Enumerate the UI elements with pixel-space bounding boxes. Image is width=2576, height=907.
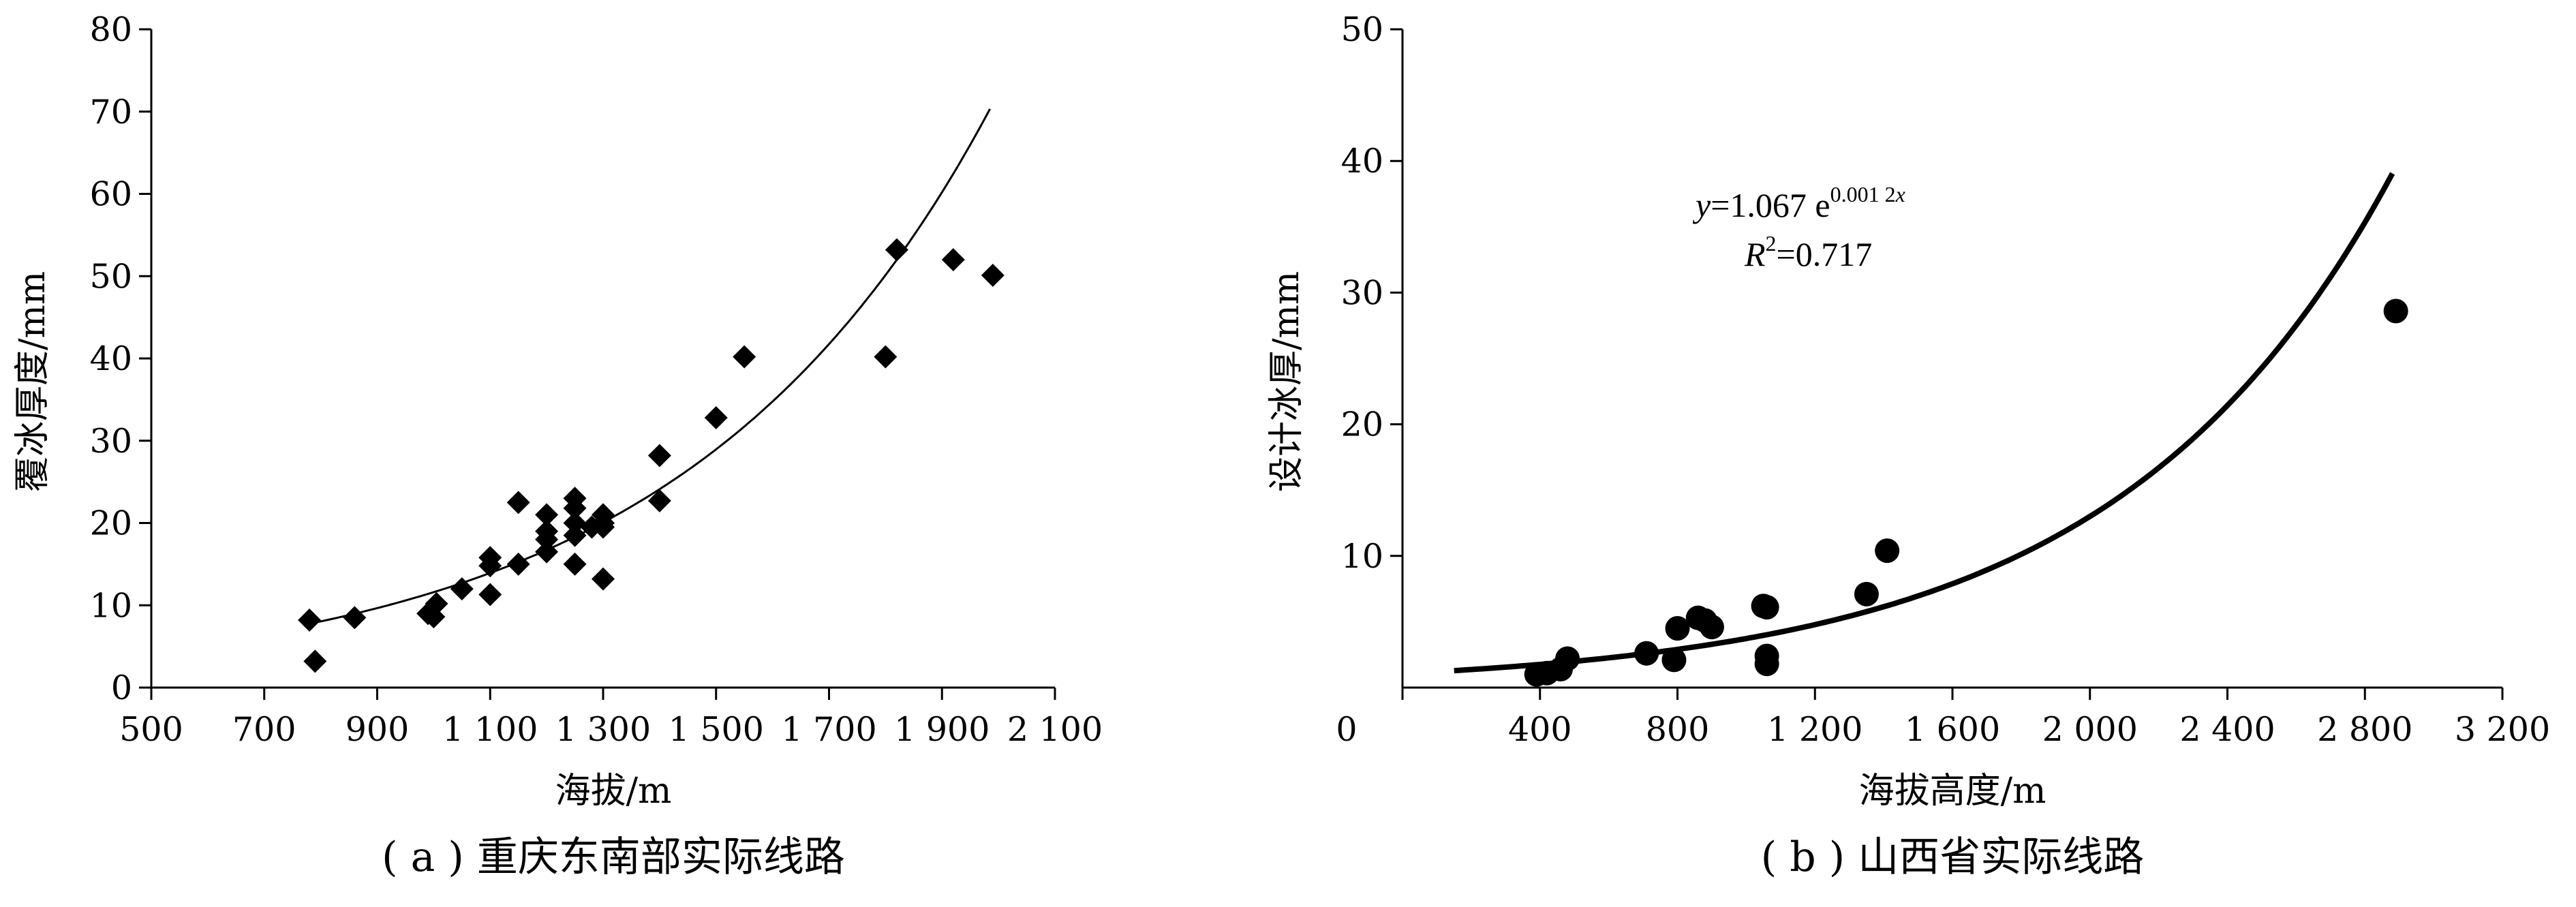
data-point xyxy=(1875,538,1900,564)
y-tick-label: 10 xyxy=(1341,537,1383,576)
fit-r-squared: R2=0.717 xyxy=(1744,231,1872,273)
data-point xyxy=(874,345,898,369)
data-point xyxy=(303,649,327,673)
fit-curve xyxy=(309,108,992,625)
x-tick-label: 900 xyxy=(346,710,410,749)
data-point xyxy=(1661,647,1687,673)
chart-a-points xyxy=(298,238,1005,673)
data-point xyxy=(506,552,530,576)
x-tick-label: 0 xyxy=(1336,710,1357,749)
data-point xyxy=(343,606,367,630)
y-tick-label: 70 xyxy=(90,93,132,132)
x-tick-label: 1 200 xyxy=(1767,710,1862,749)
data-point xyxy=(1854,581,1879,606)
chart-b-fit xyxy=(1454,172,2395,674)
x-tick-label: 2 400 xyxy=(2179,710,2275,749)
data-point xyxy=(1754,595,1779,620)
chart-b-points xyxy=(1524,298,2408,687)
x-tick-label: 2 800 xyxy=(2317,710,2412,749)
y-tick-label: 20 xyxy=(90,504,132,543)
data-point xyxy=(478,583,502,606)
y-tick-label: 10 xyxy=(90,586,132,625)
y-tick-label: 80 xyxy=(90,10,132,49)
data-point xyxy=(478,554,502,578)
data-point xyxy=(563,511,587,535)
fit-curve xyxy=(1454,172,2395,674)
data-point xyxy=(1555,646,1580,671)
x-tick-label: 1 900 xyxy=(894,710,990,749)
data-point xyxy=(535,527,559,551)
data-point xyxy=(704,405,728,429)
x-tick-label: 1 600 xyxy=(1905,710,2000,749)
chart-b-ylabel: 设计冰厚/mm xyxy=(1266,271,1307,492)
x-tick-label: 400 xyxy=(1508,710,1572,749)
x-tick-label: 3 200 xyxy=(2455,710,2550,749)
data-point xyxy=(2383,298,2408,324)
x-tick-label: 2 000 xyxy=(2042,710,2138,749)
data-point xyxy=(563,496,587,520)
data-point xyxy=(941,248,965,272)
data-point xyxy=(592,515,615,539)
chart-a-xlabel: 海拔/m xyxy=(555,771,672,812)
data-point xyxy=(647,444,671,467)
x-tick-label: 500 xyxy=(119,710,183,749)
y-tick-label: 0 xyxy=(111,668,132,707)
data-point xyxy=(535,540,559,564)
chart-b-caption: ( b ) 山西省实际线路 xyxy=(1761,833,2144,881)
chart-b: 0 400 800 1 200 1 600 2 000 2 400 2 800 3 200 10 2… xyxy=(1266,10,2550,881)
fit-equation: y=1.067 e0.001 2x xyxy=(1692,182,1905,224)
y-tick-label: 50 xyxy=(90,257,132,296)
data-point xyxy=(535,503,559,527)
data-point xyxy=(450,577,474,601)
data-point xyxy=(1634,641,1659,666)
y-tick-label: 40 xyxy=(1341,142,1383,181)
chart-b-axes xyxy=(1401,29,2502,689)
data-point xyxy=(506,491,530,514)
chart-a-ylabel: 覆冰厚度/mm xyxy=(12,271,53,492)
data-point xyxy=(592,567,615,591)
data-point xyxy=(733,345,756,369)
data-point xyxy=(981,264,1005,288)
data-point xyxy=(563,523,587,547)
x-tick-label: 2 100 xyxy=(1007,710,1103,749)
data-point xyxy=(563,552,587,576)
y-tick-label: 20 xyxy=(1341,405,1383,444)
y-tick-label: 40 xyxy=(90,339,132,378)
chart-b-ticks: 0 400 800 1 200 1 600 2 000 2 400 2 800 3 200 10 2… xyxy=(1336,10,2550,749)
y-tick-label: 30 xyxy=(1341,273,1383,312)
chart-b-xlabel: 海拔高度/m xyxy=(1859,771,2046,812)
chart-a: 500 700 900 1 100 1 300 1 500 1 700 1 900 2 100 0… xyxy=(12,10,1103,881)
data-point xyxy=(1699,615,1724,640)
y-tick-label: 30 xyxy=(90,422,132,461)
data-point xyxy=(425,591,448,615)
data-point xyxy=(1665,616,1690,641)
data-point xyxy=(1754,651,1779,677)
data-point xyxy=(885,238,908,262)
x-tick-label: 1 300 xyxy=(555,710,651,749)
y-tick-label: 60 xyxy=(90,175,132,214)
chart-a-fit xyxy=(309,108,992,625)
chart-a-caption: ( a ) 重庆东南部实际线路 xyxy=(382,833,845,881)
y-tick-label: 50 xyxy=(1341,10,1383,49)
x-tick-label: 800 xyxy=(1646,710,1710,749)
chart-a-ticks: 500 700 900 1 100 1 300 1 500 1 700 1 900 2 100 0… xyxy=(90,10,1103,749)
data-point xyxy=(298,608,322,632)
x-tick-label: 1 100 xyxy=(442,710,538,749)
x-tick-label: 1 500 xyxy=(669,710,764,749)
x-tick-label: 1 700 xyxy=(781,710,876,749)
data-point xyxy=(647,489,671,512)
x-tick-label: 700 xyxy=(232,710,296,749)
